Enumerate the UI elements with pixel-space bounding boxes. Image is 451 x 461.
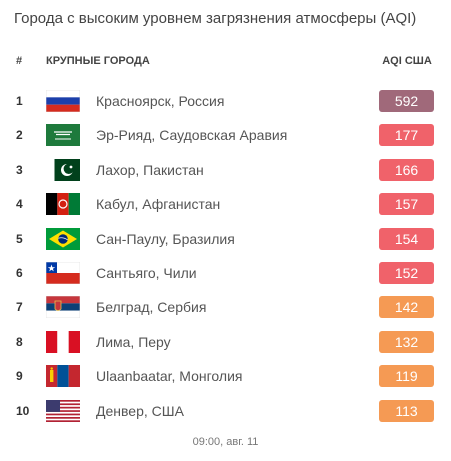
rank: 9	[16, 369, 23, 384]
rank: 1	[16, 94, 23, 108]
rank: 2	[16, 128, 23, 143]
city-name: Красноярск, Россия	[96, 93, 225, 109]
city-name: Сантьяго, Чили	[96, 264, 197, 281]
city-name: Белград, Сербия	[96, 299, 207, 316]
list-item[interactable]: 8 Лима, Перу 132	[0, 325, 451, 359]
list-item[interactable]: 3 Лахор, Пакистан 166	[0, 153, 451, 187]
saudi-arabia-flag-icon	[46, 124, 80, 147]
aqi-badge: 592	[379, 90, 434, 112]
timestamp: 09:00, авг. 11	[192, 436, 259, 448]
serbia-flag-icon	[46, 296, 80, 319]
city-name: Эр-Рияд, Саудовская Аравия	[96, 127, 288, 144]
aqi-badge: 119	[379, 365, 434, 388]
aqi-column-header: AQI США	[382, 55, 432, 67]
usa-flag-icon	[46, 399, 80, 422]
city-name: Сан-Паулу, Бразилия	[96, 230, 235, 247]
city-name: Ulaanbaatar, Монголия	[96, 368, 243, 385]
aqi-badge: 166	[379, 158, 434, 181]
aqi-badge: 177	[379, 124, 434, 147]
city-column-header: КРУПНЫЕ ГОРОДА	[46, 55, 150, 67]
chile-flag-icon	[46, 261, 80, 284]
rank-column-header: #	[16, 55, 23, 67]
peru-flag-icon	[46, 330, 80, 353]
rank: 7	[16, 300, 23, 315]
brazil-flag-icon	[46, 227, 80, 250]
mongolia-flag-icon	[46, 365, 80, 388]
city-name: Денвер, США	[96, 402, 184, 419]
list-item[interactable]: 5 Сан-Паулу, Бразилия 154	[0, 222, 451, 256]
pakistan-flag-icon	[46, 158, 80, 181]
aqi-badge: 157	[379, 193, 434, 216]
rank: 5	[16, 231, 23, 246]
city-name: Кабул, Афганистан	[96, 196, 221, 213]
list-item[interactable]: 1 Красноярск, Россия 592	[0, 84, 451, 118]
rank: 6	[16, 265, 23, 280]
afghanistan-flag-icon	[46, 193, 80, 216]
aqi-badge: 154	[379, 227, 434, 250]
russia-flag-icon	[46, 90, 80, 112]
city-name: Лахор, Пакистан	[96, 161, 204, 178]
list-item[interactable]: 7 Белград, Сербия 142	[0, 290, 451, 324]
aqi-badge: 113	[379, 399, 434, 422]
list-item[interactable]: 10 Денвер, США 113	[0, 394, 451, 428]
list-item[interactable]: 2 Эр-Рияд, Саудовская Аравия 177	[0, 118, 451, 152]
city-name: Лима, Перу	[96, 333, 171, 350]
rank: 8	[16, 334, 23, 349]
rank: 10	[16, 403, 30, 418]
aqi-badge: 142	[379, 296, 434, 319]
aqi-badge: 132	[379, 330, 434, 353]
list-item[interactable]: 4 Кабул, Афганистан 157	[0, 187, 451, 221]
city-list: 1 Красноярск, Россия 592 2 Эр-Рияд, Сауд…	[0, 84, 451, 428]
list-item[interactable]: 6 Сантьяго, Чили 152	[0, 256, 451, 290]
rank: 4	[16, 197, 23, 212]
rank: 3	[16, 162, 23, 177]
page-title: Города с высоким уровнем загрязнения атм…	[14, 10, 417, 27]
aqi-badge: 152	[379, 261, 434, 284]
list-item[interactable]: 9 Ulaanbaatar, Монголия 119	[0, 359, 451, 393]
